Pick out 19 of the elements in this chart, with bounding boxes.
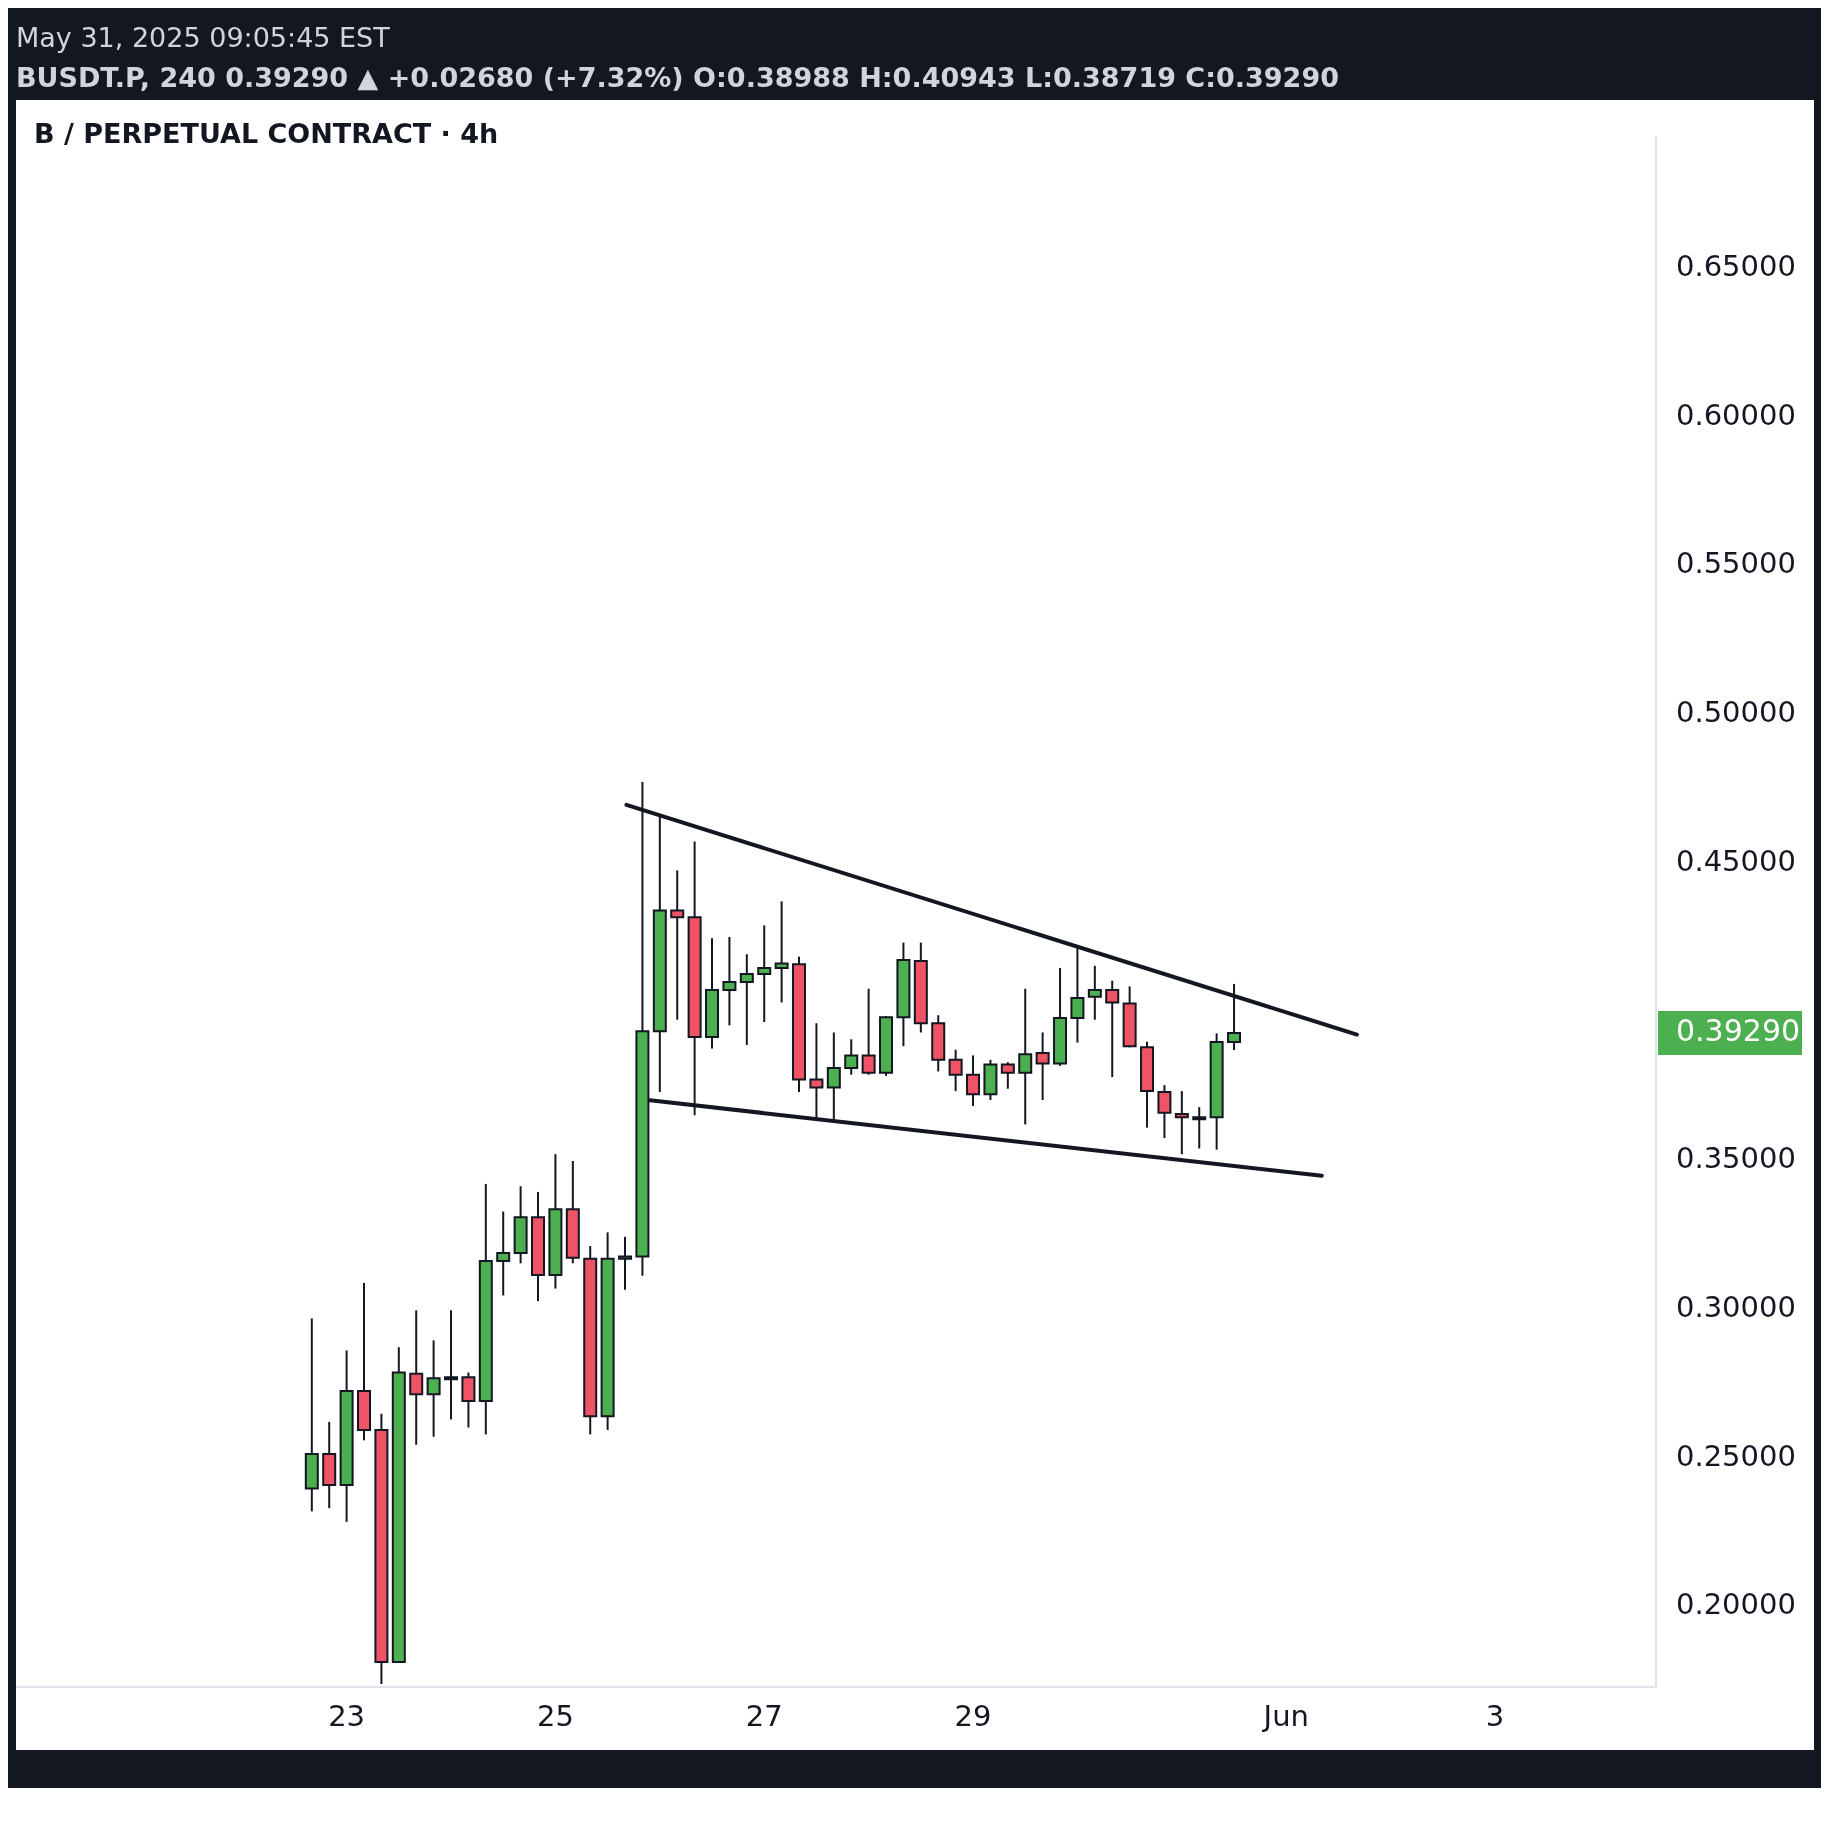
- x-tick-label: 29: [954, 1699, 992, 1734]
- chart-subtitle: BUSDT.P, 240 0.39290 ▲ +0.02680 (+7.32%) O:0.38988 H:0.40943 L:0.38719 C:0.39290: [16, 61, 1340, 95]
- y-tick-label: 0.45000: [1676, 843, 1796, 878]
- x-tick-label: 25: [536, 1699, 574, 1734]
- text: May 31, 2025 09:05:45 EST: [16, 21, 391, 55]
- x-tick-label: Jun: [1261, 1699, 1309, 1734]
- y-tick-label: 0.55000: [1676, 546, 1796, 581]
- x-tick-label: 23: [328, 1699, 366, 1734]
- y-tick-label: 0.50000: [1676, 695, 1796, 730]
- y-tick-label: 0.20000: [1676, 1587, 1796, 1622]
- x-tick-label: 27: [745, 1699, 783, 1734]
- y-tick-label: 0.60000: [1676, 397, 1796, 432]
- x-tick-label: 3: [1485, 1699, 1505, 1734]
- y-tick-label: 0.35000: [1676, 1141, 1796, 1176]
- y-tick-label: 0.30000: [1676, 1289, 1796, 1324]
- chart-title: B / PERPETUAL CONTRACT · 4h: [34, 118, 499, 149]
- y-tick-label: 0.25000: [1676, 1438, 1796, 1473]
- text: 0.39290: [1676, 1012, 1801, 1048]
- y-tick-label: 0.65000: [1676, 248, 1796, 283]
